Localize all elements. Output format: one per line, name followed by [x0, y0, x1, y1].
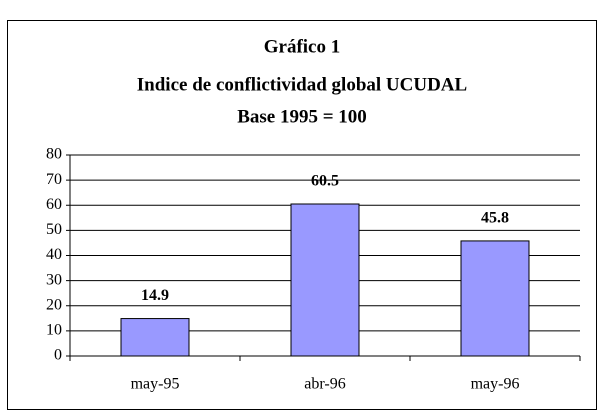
bar	[460, 240, 530, 357]
data-label: 45.8	[481, 210, 509, 227]
chart-title: Base 1995 = 100	[237, 106, 367, 127]
data-label: 14.9	[141, 287, 169, 304]
y-tick-label: 30	[46, 271, 62, 288]
y-tick-label: 20	[46, 296, 62, 313]
data-label: 60.5	[311, 173, 339, 190]
chart-title: Gráfico 1	[264, 36, 341, 57]
y-tick-label: 0	[54, 347, 62, 364]
y-tick-label: 50	[46, 221, 62, 238]
y-tick-label: 70	[46, 171, 62, 188]
x-tick-label: abr-96	[304, 376, 345, 393]
x-tick-label: may-96	[471, 376, 520, 393]
bar	[120, 318, 190, 357]
y-tick-label: 10	[46, 322, 62, 339]
y-tick-label: 80	[46, 146, 62, 163]
y-tick-label: 60	[46, 196, 62, 213]
y-tick-label: 40	[46, 246, 62, 263]
chart-title: Indice de conflictividad global UCUDAL	[137, 74, 467, 95]
x-tick-label: may-95	[131, 376, 180, 393]
bar	[290, 203, 360, 357]
